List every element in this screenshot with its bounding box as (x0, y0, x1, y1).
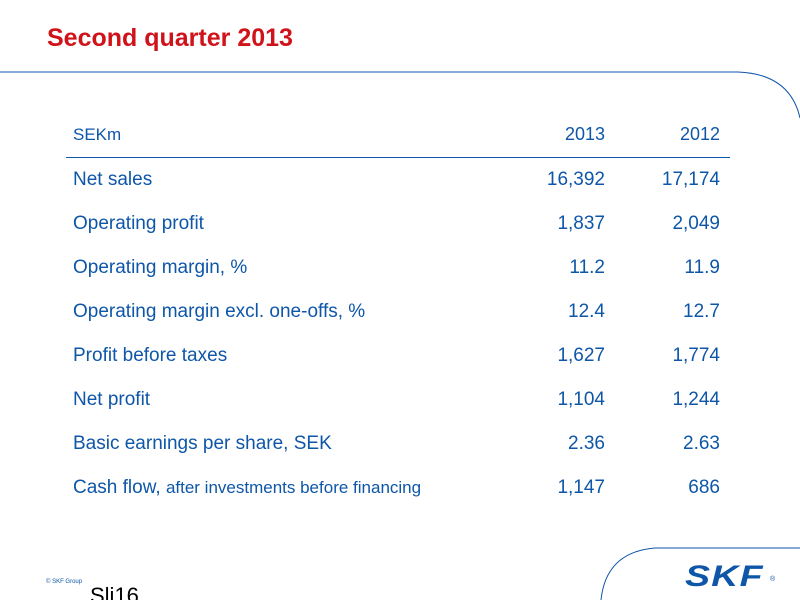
column-header-2013: 2013 (485, 112, 605, 158)
table-row: Profit before taxes 1,627 1,774 (66, 334, 730, 378)
cell-2012: 686 (688, 477, 720, 498)
table-row: Net sales 16,392 17,174 (66, 158, 730, 203)
slide-number: Sli16 (90, 583, 139, 600)
table-row: Net profit 1,104 1,244 (66, 378, 730, 422)
financial-table: SEKm 2013 2012 Net sales 16,392 17,174 O… (66, 112, 730, 510)
row-label: Basic earnings per share, SEK (73, 433, 332, 454)
skf-logo: SKF (685, 560, 764, 593)
cell-2013: 2.36 (568, 433, 605, 454)
top-swoosh-line (0, 71, 800, 119)
cell-2013: 12.4 (568, 301, 605, 322)
cell-2012: 12.7 (683, 301, 720, 322)
table-header-row: SEKm 2013 2012 (66, 112, 730, 158)
cell-2012: 11.9 (684, 257, 720, 278)
column-header-label: SEKm (66, 112, 485, 158)
cell-2012: 1,244 (672, 389, 720, 410)
row-label: Profit before taxes (73, 345, 228, 366)
row-label-small: after investments before financing (165, 478, 422, 497)
row-label: Net profit (73, 389, 151, 410)
row-label: Operating margin excl. one-offs, % (73, 301, 366, 322)
table-row: Basic earnings per share, SEK 2.36 2.63 (66, 422, 730, 466)
table-row: Operating margin, % 11.2 11.9 (66, 246, 730, 290)
cell-2012: 2,049 (672, 213, 720, 234)
row-label: Net sales (73, 169, 153, 190)
cell-2012: 17,174 (661, 169, 720, 190)
cell-2013: 11.2 (569, 257, 605, 278)
cell-2013: 16,392 (546, 169, 605, 190)
row-label: Cash flow, after investments before fina… (66, 466, 485, 510)
row-label: Operating profit (73, 213, 204, 234)
bottom-swoosh-line (600, 547, 800, 600)
cell-2012: 2.63 (683, 433, 720, 454)
registered-mark: ® (770, 576, 776, 583)
table-row: Cash flow, after investments before fina… (66, 466, 730, 510)
cell-2013: 1,104 (557, 389, 605, 410)
page-title: Second quarter 2013 (47, 24, 293, 52)
cell-2013: 1,147 (557, 477, 605, 498)
column-header-2012: 2012 (605, 112, 730, 158)
cell-2012: 1,774 (672, 345, 720, 366)
row-label-main: Cash flow, (73, 477, 166, 498)
cell-2013: 1,627 (557, 345, 605, 366)
copyright-notice: © SKF Group (46, 579, 83, 585)
row-label: Operating margin, % (73, 257, 248, 278)
table-row: Operating profit 1,837 2,049 (66, 202, 730, 246)
cell-2013: 1,837 (557, 213, 605, 234)
table-row: Operating margin excl. one-offs, % 12.4 … (66, 290, 730, 334)
